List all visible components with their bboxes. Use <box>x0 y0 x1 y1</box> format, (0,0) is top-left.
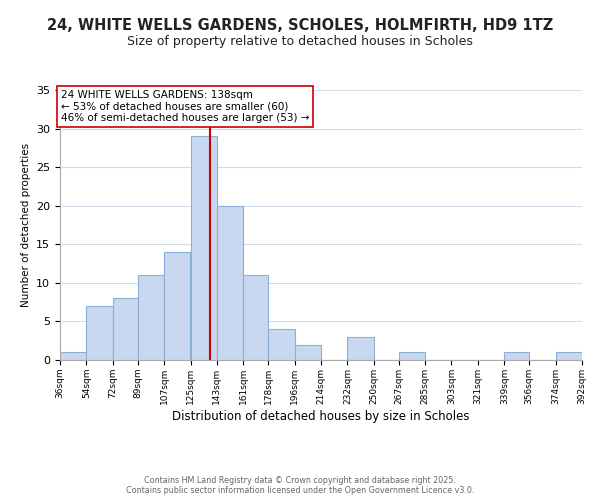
Text: 24, WHITE WELLS GARDENS, SCHOLES, HOLMFIRTH, HD9 1TZ: 24, WHITE WELLS GARDENS, SCHOLES, HOLMFI… <box>47 18 553 32</box>
Bar <box>60 352 86 360</box>
Text: Size of property relative to detached houses in Scholes: Size of property relative to detached ho… <box>127 35 473 48</box>
Y-axis label: Number of detached properties: Number of detached properties <box>20 143 31 307</box>
Bar <box>217 206 243 360</box>
Bar <box>556 352 582 360</box>
Bar <box>164 252 190 360</box>
Bar <box>399 352 425 360</box>
Bar <box>138 275 164 360</box>
Text: Contains HM Land Registry data © Crown copyright and database right 2025.
Contai: Contains HM Land Registry data © Crown c… <box>126 476 474 495</box>
Bar <box>504 352 529 360</box>
X-axis label: Distribution of detached houses by size in Scholes: Distribution of detached houses by size … <box>172 410 470 422</box>
Bar <box>191 136 217 360</box>
Bar <box>113 298 138 360</box>
Bar <box>86 306 113 360</box>
Bar <box>243 275 268 360</box>
Bar <box>268 329 295 360</box>
Bar <box>347 337 374 360</box>
Text: 24 WHITE WELLS GARDENS: 138sqm
← 53% of detached houses are smaller (60)
46% of : 24 WHITE WELLS GARDENS: 138sqm ← 53% of … <box>61 90 309 123</box>
Bar <box>295 344 321 360</box>
